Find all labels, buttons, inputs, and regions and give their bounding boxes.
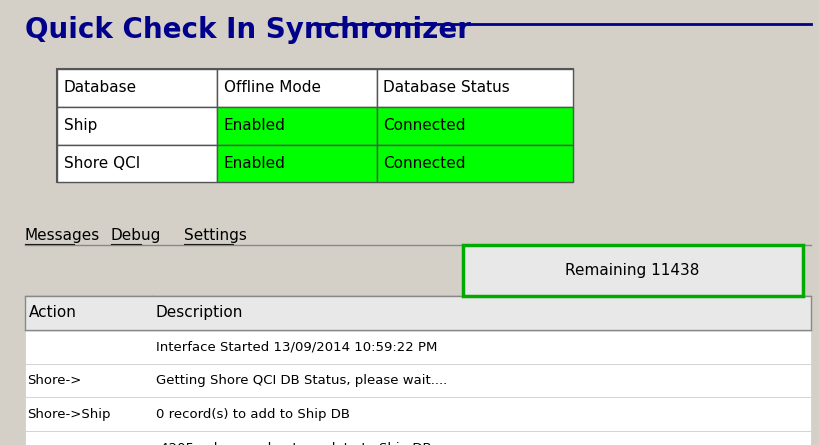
Bar: [377, 145, 573, 182]
Bar: [25, 296, 811, 330]
Text: Offline Mode: Offline Mode: [224, 81, 320, 95]
Bar: [377, 69, 573, 107]
Bar: [377, 107, 573, 145]
Text: Messages: Messages: [25, 227, 100, 243]
Text: Settings: Settings: [184, 227, 247, 243]
Bar: [25, 330, 811, 364]
Bar: [25, 431, 811, 445]
Text: Enabled: Enabled: [224, 118, 286, 133]
Text: Database: Database: [64, 81, 137, 95]
Bar: [57, 145, 217, 182]
Text: 0 record(s) to add to Ship DB: 0 record(s) to add to Ship DB: [156, 408, 350, 421]
Text: Ship: Ship: [64, 118, 97, 133]
Text: Remaining 11438: Remaining 11438: [565, 263, 700, 278]
Bar: [217, 107, 377, 145]
Text: 4205 column value to update to Ship DB: 4205 column value to update to Ship DB: [156, 441, 432, 445]
Bar: [57, 69, 573, 182]
Bar: [25, 364, 811, 397]
Bar: [463, 245, 803, 296]
Text: Debug: Debug: [111, 227, 161, 243]
Text: Getting Shore QCI DB Status, please wait....: Getting Shore QCI DB Status, please wait…: [156, 374, 447, 387]
Text: Connected: Connected: [383, 156, 466, 171]
Bar: [25, 397, 811, 431]
Text: Shore->Ship: Shore->Ship: [27, 408, 111, 421]
Bar: [217, 69, 377, 107]
Text: Shore->: Shore->: [27, 374, 81, 387]
Bar: [57, 107, 217, 145]
Text: Action: Action: [29, 305, 76, 320]
Text: Shore QCI: Shore QCI: [64, 156, 140, 171]
Text: Enabled: Enabled: [224, 156, 286, 171]
Text: Quick Check In Synchronizer: Quick Check In Synchronizer: [25, 16, 471, 44]
Bar: [217, 145, 377, 182]
Text: Description: Description: [156, 305, 243, 320]
Text: Database Status: Database Status: [383, 81, 510, 95]
Text: Connected: Connected: [383, 118, 466, 133]
Bar: [57, 69, 217, 107]
Text: Interface Started 13/09/2014 10:59:22 PM: Interface Started 13/09/2014 10:59:22 PM: [156, 340, 437, 353]
